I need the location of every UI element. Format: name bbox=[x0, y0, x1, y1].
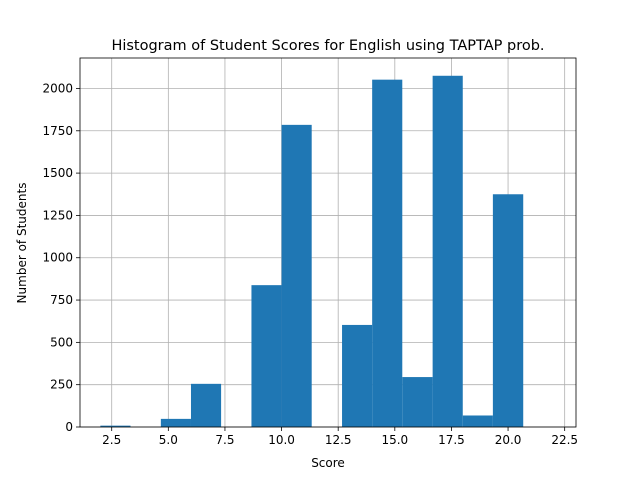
y-tick-label-7: 1750 bbox=[42, 124, 73, 138]
histogram-bar-11 bbox=[432, 75, 463, 427]
histogram-bar-13 bbox=[492, 194, 524, 427]
x-tick-label-5: 15.0 bbox=[381, 433, 408, 447]
x-tick-label-6: 17.5 bbox=[438, 433, 465, 447]
axes-layer bbox=[79, 57, 577, 428]
x-tick-label-7: 20.0 bbox=[495, 433, 522, 447]
y-tick-label-6: 1500 bbox=[42, 166, 73, 180]
histogram-bar-8 bbox=[342, 324, 373, 427]
y-tick-label-3: 750 bbox=[50, 293, 73, 307]
x-tick-label-2: 7.5 bbox=[215, 433, 234, 447]
y-tick-label-4: 1000 bbox=[42, 251, 73, 265]
y-tick-label-2: 500 bbox=[50, 335, 73, 349]
x-tick-label-0: 2.5 bbox=[102, 433, 121, 447]
x-axis-label: Score bbox=[311, 456, 345, 470]
histogram-bar-2 bbox=[160, 418, 191, 427]
y-tick-label-8: 2000 bbox=[42, 81, 73, 95]
histogram-bar-9 bbox=[372, 79, 403, 428]
histogram-bar-12 bbox=[462, 415, 493, 427]
ticks-layer: 2.5 5.0 7.5 10.0 12.5 15.0 17.5 20.0 22.5 0 250 500… bbox=[42, 81, 578, 447]
y-tick-label-5: 1250 bbox=[42, 208, 73, 222]
y-tick-label-0: 0 bbox=[65, 420, 73, 434]
histogram-bar-3 bbox=[190, 383, 222, 427]
histogram-bar-6 bbox=[281, 124, 312, 427]
x-tick-label-1: 5.0 bbox=[159, 433, 178, 447]
x-tick-label-4: 12.5 bbox=[325, 433, 352, 447]
x-tick-label-3: 10.0 bbox=[268, 433, 295, 447]
histogram-bar-10 bbox=[402, 377, 433, 427]
y-axis-label: Number of Students bbox=[15, 183, 29, 304]
y-tick-label-1: 250 bbox=[50, 378, 73, 392]
plot-frame bbox=[79, 57, 577, 428]
chart-title: Histogram of Student Scores for English … bbox=[111, 38, 544, 54]
x-tick-label-8: 22.5 bbox=[551, 433, 578, 447]
histogram-bar-0 bbox=[100, 425, 131, 427]
histogram-bar-5 bbox=[251, 285, 282, 427]
bars-layer bbox=[100, 75, 524, 428]
